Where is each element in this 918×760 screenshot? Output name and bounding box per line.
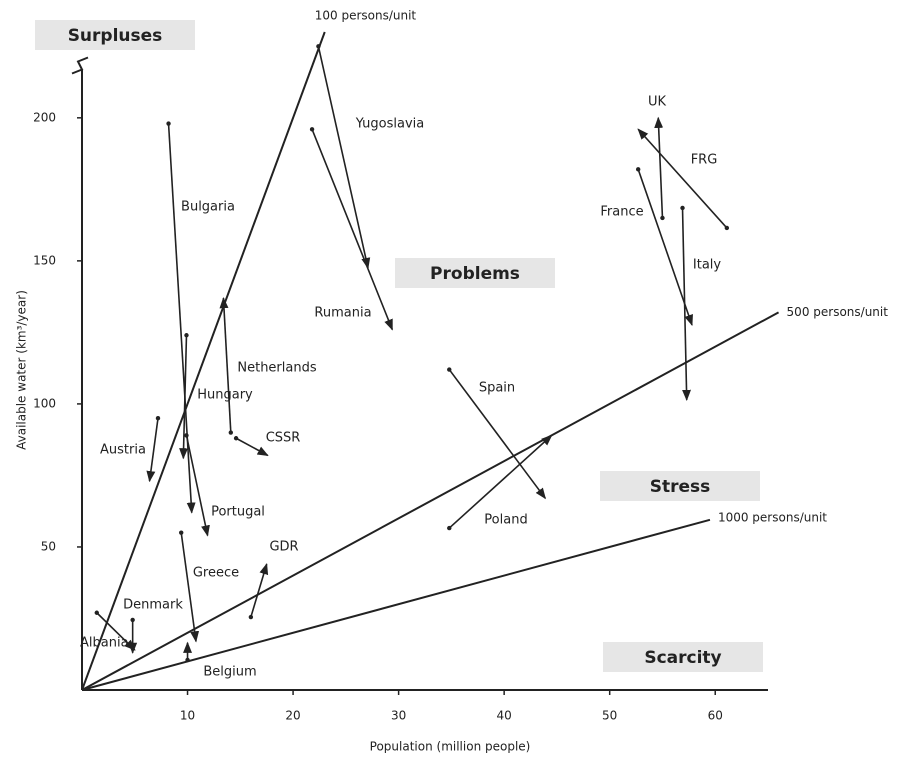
- y-tick-label: 100: [33, 396, 56, 410]
- country-label: Albania: [80, 636, 129, 651]
- country-label: Belgium: [203, 665, 256, 680]
- y-tick-label: 150: [33, 253, 56, 267]
- x-axis-label: Population (million people): [370, 740, 531, 754]
- arrow: [167, 123, 196, 514]
- country-label: UK: [648, 95, 667, 110]
- arrow: [180, 532, 200, 643]
- country-label: Denmark: [123, 598, 183, 613]
- region-label: Scarcity: [644, 648, 721, 668]
- country-label: France: [600, 205, 643, 220]
- x-tick-label: 10: [180, 709, 195, 723]
- reference-line: [81, 31, 326, 691]
- arrow: [250, 563, 269, 618]
- arrow: [654, 116, 664, 218]
- country-label: CSSR: [266, 431, 301, 446]
- arrow: [637, 128, 728, 229]
- country-label: FRG: [691, 153, 718, 168]
- x-tick-label: 30: [391, 709, 406, 723]
- arrow: [448, 434, 553, 529]
- arrow-start: [316, 44, 321, 49]
- arrow: [146, 418, 159, 483]
- x-tick-label: 40: [497, 709, 512, 723]
- y-tick-label: 50: [41, 539, 56, 553]
- arrow: [448, 369, 546, 500]
- y-tick-label: 200: [33, 110, 56, 124]
- arrow: [185, 435, 210, 537]
- country-label: Italy: [693, 258, 722, 273]
- arrow: [311, 128, 394, 331]
- country-label: Rumania: [314, 306, 371, 321]
- arrow-start: [155, 416, 161, 421]
- x-tick-label: 50: [602, 709, 617, 723]
- region-box: [603, 642, 763, 672]
- country-label: Hungary: [197, 388, 253, 403]
- arrow: [637, 169, 693, 327]
- country-label: Spain: [479, 381, 515, 396]
- reference-line-label: 100 persons/unit: [315, 9, 417, 23]
- region-label: Stress: [650, 477, 711, 497]
- arrow: [96, 612, 136, 651]
- country-label: Poland: [484, 513, 527, 528]
- arrow: [219, 296, 232, 433]
- y-axis-label: Available water (km³/year): [15, 290, 29, 450]
- country-label: Portugal: [211, 505, 265, 520]
- region-label: Problems: [430, 264, 520, 284]
- x-tick-label: 20: [285, 709, 300, 723]
- country-label: Bulgaria: [181, 200, 235, 215]
- region-box: [395, 258, 555, 288]
- reference-line: [81, 311, 780, 691]
- reference-line-label: 1000 persons/unit: [718, 510, 827, 524]
- country-label: Yugoslavia: [355, 117, 425, 132]
- region-box: [600, 471, 760, 501]
- region-label: Surpluses: [68, 26, 163, 46]
- arrow: [681, 207, 691, 402]
- country-label: Austria: [100, 443, 146, 458]
- axis-break: [71, 56, 89, 75]
- country-label: GDR: [269, 540, 298, 555]
- arrow-start: [184, 333, 189, 338]
- arrow: [235, 437, 269, 457]
- x-tick-label: 60: [708, 709, 723, 723]
- arrow: [317, 46, 371, 270]
- arrow-start: [184, 433, 189, 438]
- country-label: Greece: [193, 566, 239, 581]
- country-label: Netherlands: [237, 361, 316, 376]
- arrow: [179, 335, 189, 460]
- reference-line-label: 500 persons/unit: [787, 305, 889, 319]
- region-box: [35, 20, 195, 50]
